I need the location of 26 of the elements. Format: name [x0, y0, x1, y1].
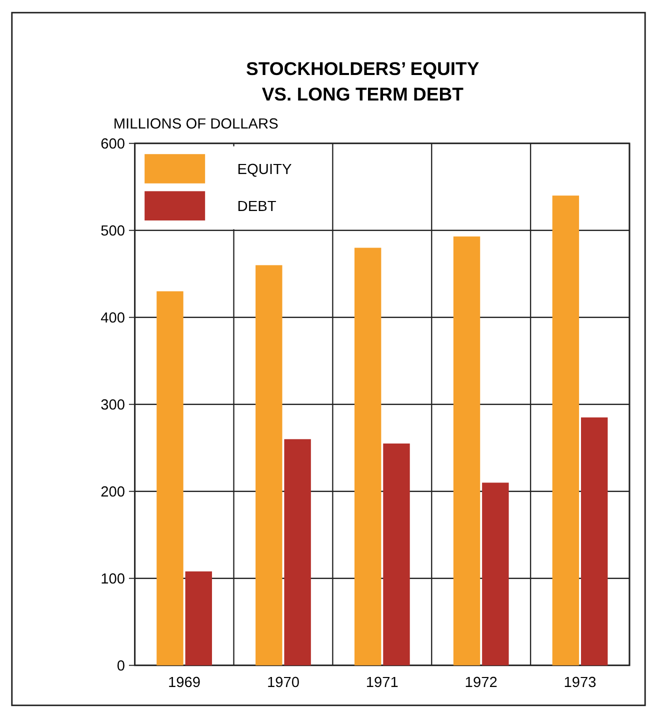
bar [185, 571, 212, 666]
y-tick-label: 100 [100, 571, 126, 588]
bar [156, 291, 184, 666]
x-tick-label: 1971 [366, 674, 398, 691]
y-tick-label: 600 [100, 136, 126, 153]
x-tick-label: 1970 [266, 674, 300, 691]
bar [580, 417, 608, 666]
y-axis-title: MILLIONS OF DOLLARS [113, 116, 279, 133]
legend-label: DEBT [237, 198, 276, 215]
bar [354, 248, 382, 666]
bar [552, 196, 580, 666]
legend-label: EQUITY [237, 162, 292, 178]
y-tick-label: 300 [100, 397, 126, 414]
y-tick-label: 200 [100, 484, 126, 500]
y-tick-label: 0 [116, 658, 126, 674]
x-tick-label: 1972 [464, 674, 498, 691]
bar [453, 236, 480, 666]
x-tick-label: 1973 [564, 674, 596, 691]
y-tick-label: 400 [100, 310, 126, 326]
bar [256, 265, 282, 666]
chart-title: STOCKHOLDERS’ EQUITY VS. LONG TERM DEBT [246, 58, 480, 104]
x-tick-label: 1969 [168, 674, 201, 691]
bar [383, 444, 410, 666]
y-tick-label: 500 [100, 224, 126, 240]
bar [284, 439, 311, 666]
bar [482, 482, 509, 666]
